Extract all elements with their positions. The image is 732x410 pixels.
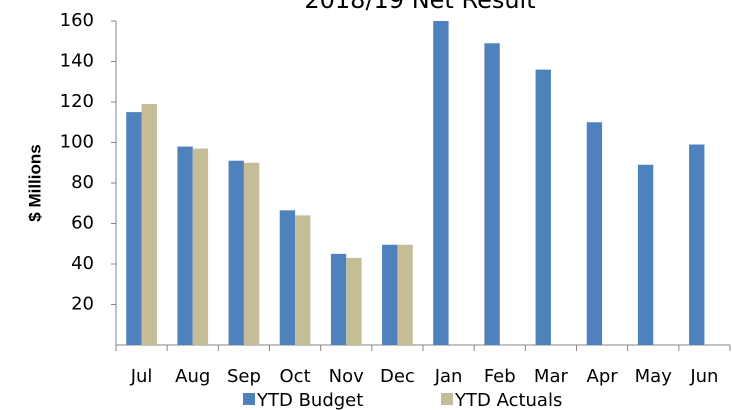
y-tick-label: 160 (60, 10, 94, 31)
x-tick-label: Mar (534, 366, 569, 387)
bar (243, 162, 260, 345)
bar (228, 160, 244, 345)
bar (689, 144, 705, 345)
y-tick-label: 20 (71, 294, 94, 315)
x-tick-label: Sep (227, 366, 261, 387)
y-tick-label: 60 (71, 213, 94, 234)
bar (433, 21, 449, 345)
bar (126, 112, 142, 345)
bar (382, 244, 398, 345)
x-tick-label: Aug (175, 366, 210, 387)
x-tick-label: Nov (329, 366, 364, 387)
legend-label: YTD Actuals (454, 390, 562, 410)
x-tick-label: Jul (130, 366, 153, 387)
y-tick-label: 140 (60, 51, 94, 72)
x-tick-label: Feb (484, 366, 516, 387)
legend-swatch (243, 393, 255, 405)
bar (637, 164, 654, 345)
bar (295, 215, 311, 345)
x-tick-label: Apr (587, 366, 619, 387)
y-axis-title: $ Millions (25, 144, 44, 221)
bar (484, 43, 500, 346)
chart-title: 2018/19 Net Result (304, 0, 535, 14)
bar (279, 210, 296, 345)
y-tick-label: 40 (71, 253, 94, 274)
x-tick-label: Oct (280, 366, 311, 387)
bar (330, 253, 347, 345)
y-tick-label: 80 (71, 172, 94, 193)
bar (535, 69, 551, 345)
bar (586, 122, 603, 345)
y-tick-label: 120 (60, 91, 94, 112)
x-tick-label: Dec (380, 366, 415, 387)
bar (192, 148, 209, 345)
legend-label: YTD Budget (256, 390, 363, 410)
bar (177, 146, 193, 345)
legend-swatch (441, 393, 453, 405)
x-tick-label: Jun (689, 366, 718, 387)
x-tick-label: May (635, 366, 673, 387)
bar (346, 257, 362, 345)
y-tick-label: 100 (60, 132, 94, 153)
bar (397, 244, 413, 345)
bar (141, 104, 157, 346)
x-tick-label: Jan (434, 366, 463, 387)
